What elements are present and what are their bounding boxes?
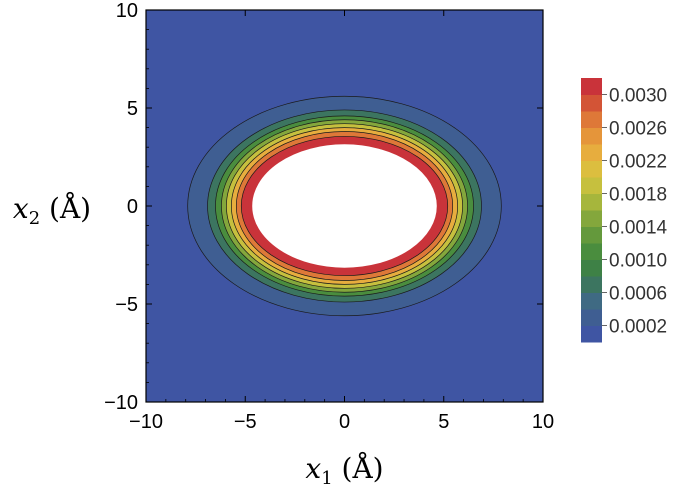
colorbar-segment bbox=[581, 177, 602, 194]
colorbar-segment bbox=[581, 144, 602, 161]
y-tick-label: −10 bbox=[104, 392, 138, 414]
y-axis-label: x2 (Å) bbox=[13, 192, 91, 229]
y-tick-label: 5 bbox=[127, 98, 138, 120]
contour-line-0.0004 bbox=[207, 109, 482, 303]
colorbar-tick-label: 0.0006 bbox=[609, 284, 667, 305]
x-tick-label: −10 bbox=[129, 411, 163, 433]
contour-bands bbox=[187, 96, 502, 316]
colorbar-segment bbox=[581, 325, 602, 343]
colorbar-tick-label: 0.0014 bbox=[609, 218, 668, 239]
y-tick-label: −5 bbox=[115, 294, 138, 316]
colorbar-tick-label: 0.0026 bbox=[609, 119, 667, 140]
contour-line-0.0016 bbox=[226, 123, 463, 289]
colorbar-segment bbox=[581, 226, 602, 244]
colorbar-segment bbox=[581, 193, 602, 211]
colorbar-segment bbox=[581, 259, 602, 277]
colorbar-segment bbox=[581, 111, 602, 128]
colorbar-segment bbox=[581, 160, 602, 178]
colorbar-segment bbox=[581, 210, 602, 227]
contour-line-0.0032 bbox=[248, 140, 441, 272]
empty-core-region bbox=[250, 142, 439, 270]
colorbar-segment bbox=[581, 78, 602, 95]
x-tick-label: 5 bbox=[438, 411, 449, 433]
y-tick-label: 10 bbox=[116, 0, 138, 22]
x-tick-label: 0 bbox=[339, 411, 350, 433]
y-tick-label: 0 bbox=[127, 196, 138, 218]
y-axis-ticks: −10 −5 0 5 10 bbox=[104, 0, 543, 414]
x-tick-label: −5 bbox=[234, 411, 257, 433]
colorbar: 0.0002 0.0006 0.0010 0.0014 0.0018 0.0022 0.00… bbox=[581, 78, 668, 343]
contour-line-0.0028 bbox=[240, 136, 449, 276]
colorbar-segment bbox=[581, 243, 602, 260]
colorbar-tick-label: 0.0002 bbox=[609, 317, 667, 338]
colorbar-segment bbox=[581, 276, 602, 293]
colorbar-segment bbox=[581, 309, 602, 326]
contour-line-0.0024 bbox=[235, 131, 454, 281]
contour-lines bbox=[187, 95, 502, 317]
colorbar-tick-label: 0.0018 bbox=[609, 185, 667, 206]
colorbar-tick-label: 0.0022 bbox=[609, 152, 667, 173]
contour-line-0.0008 bbox=[215, 115, 474, 297]
colorbar-segment bbox=[581, 94, 602, 112]
colorbar-segment bbox=[581, 292, 602, 310]
plot-area bbox=[145, 9, 544, 403]
y-axis-title: x2 (Å) bbox=[13, 192, 91, 229]
contour-line-0.0012 bbox=[221, 119, 468, 293]
x-axis-ticks: −10 −5 0 5 10 bbox=[129, 10, 554, 433]
contour-line-0.0001 bbox=[187, 95, 502, 317]
x-axis-label: x1 (Å) bbox=[305, 452, 383, 489]
colorbar-segment bbox=[581, 127, 602, 145]
colorbar-tick-label: 0.0010 bbox=[609, 251, 667, 272]
x-axis-title: x1 (Å) bbox=[305, 452, 383, 489]
x-tick-label: 10 bbox=[532, 411, 554, 433]
colorbar-tick-label: 0.0030 bbox=[609, 86, 667, 107]
contour-line-0.002 bbox=[231, 127, 458, 285]
